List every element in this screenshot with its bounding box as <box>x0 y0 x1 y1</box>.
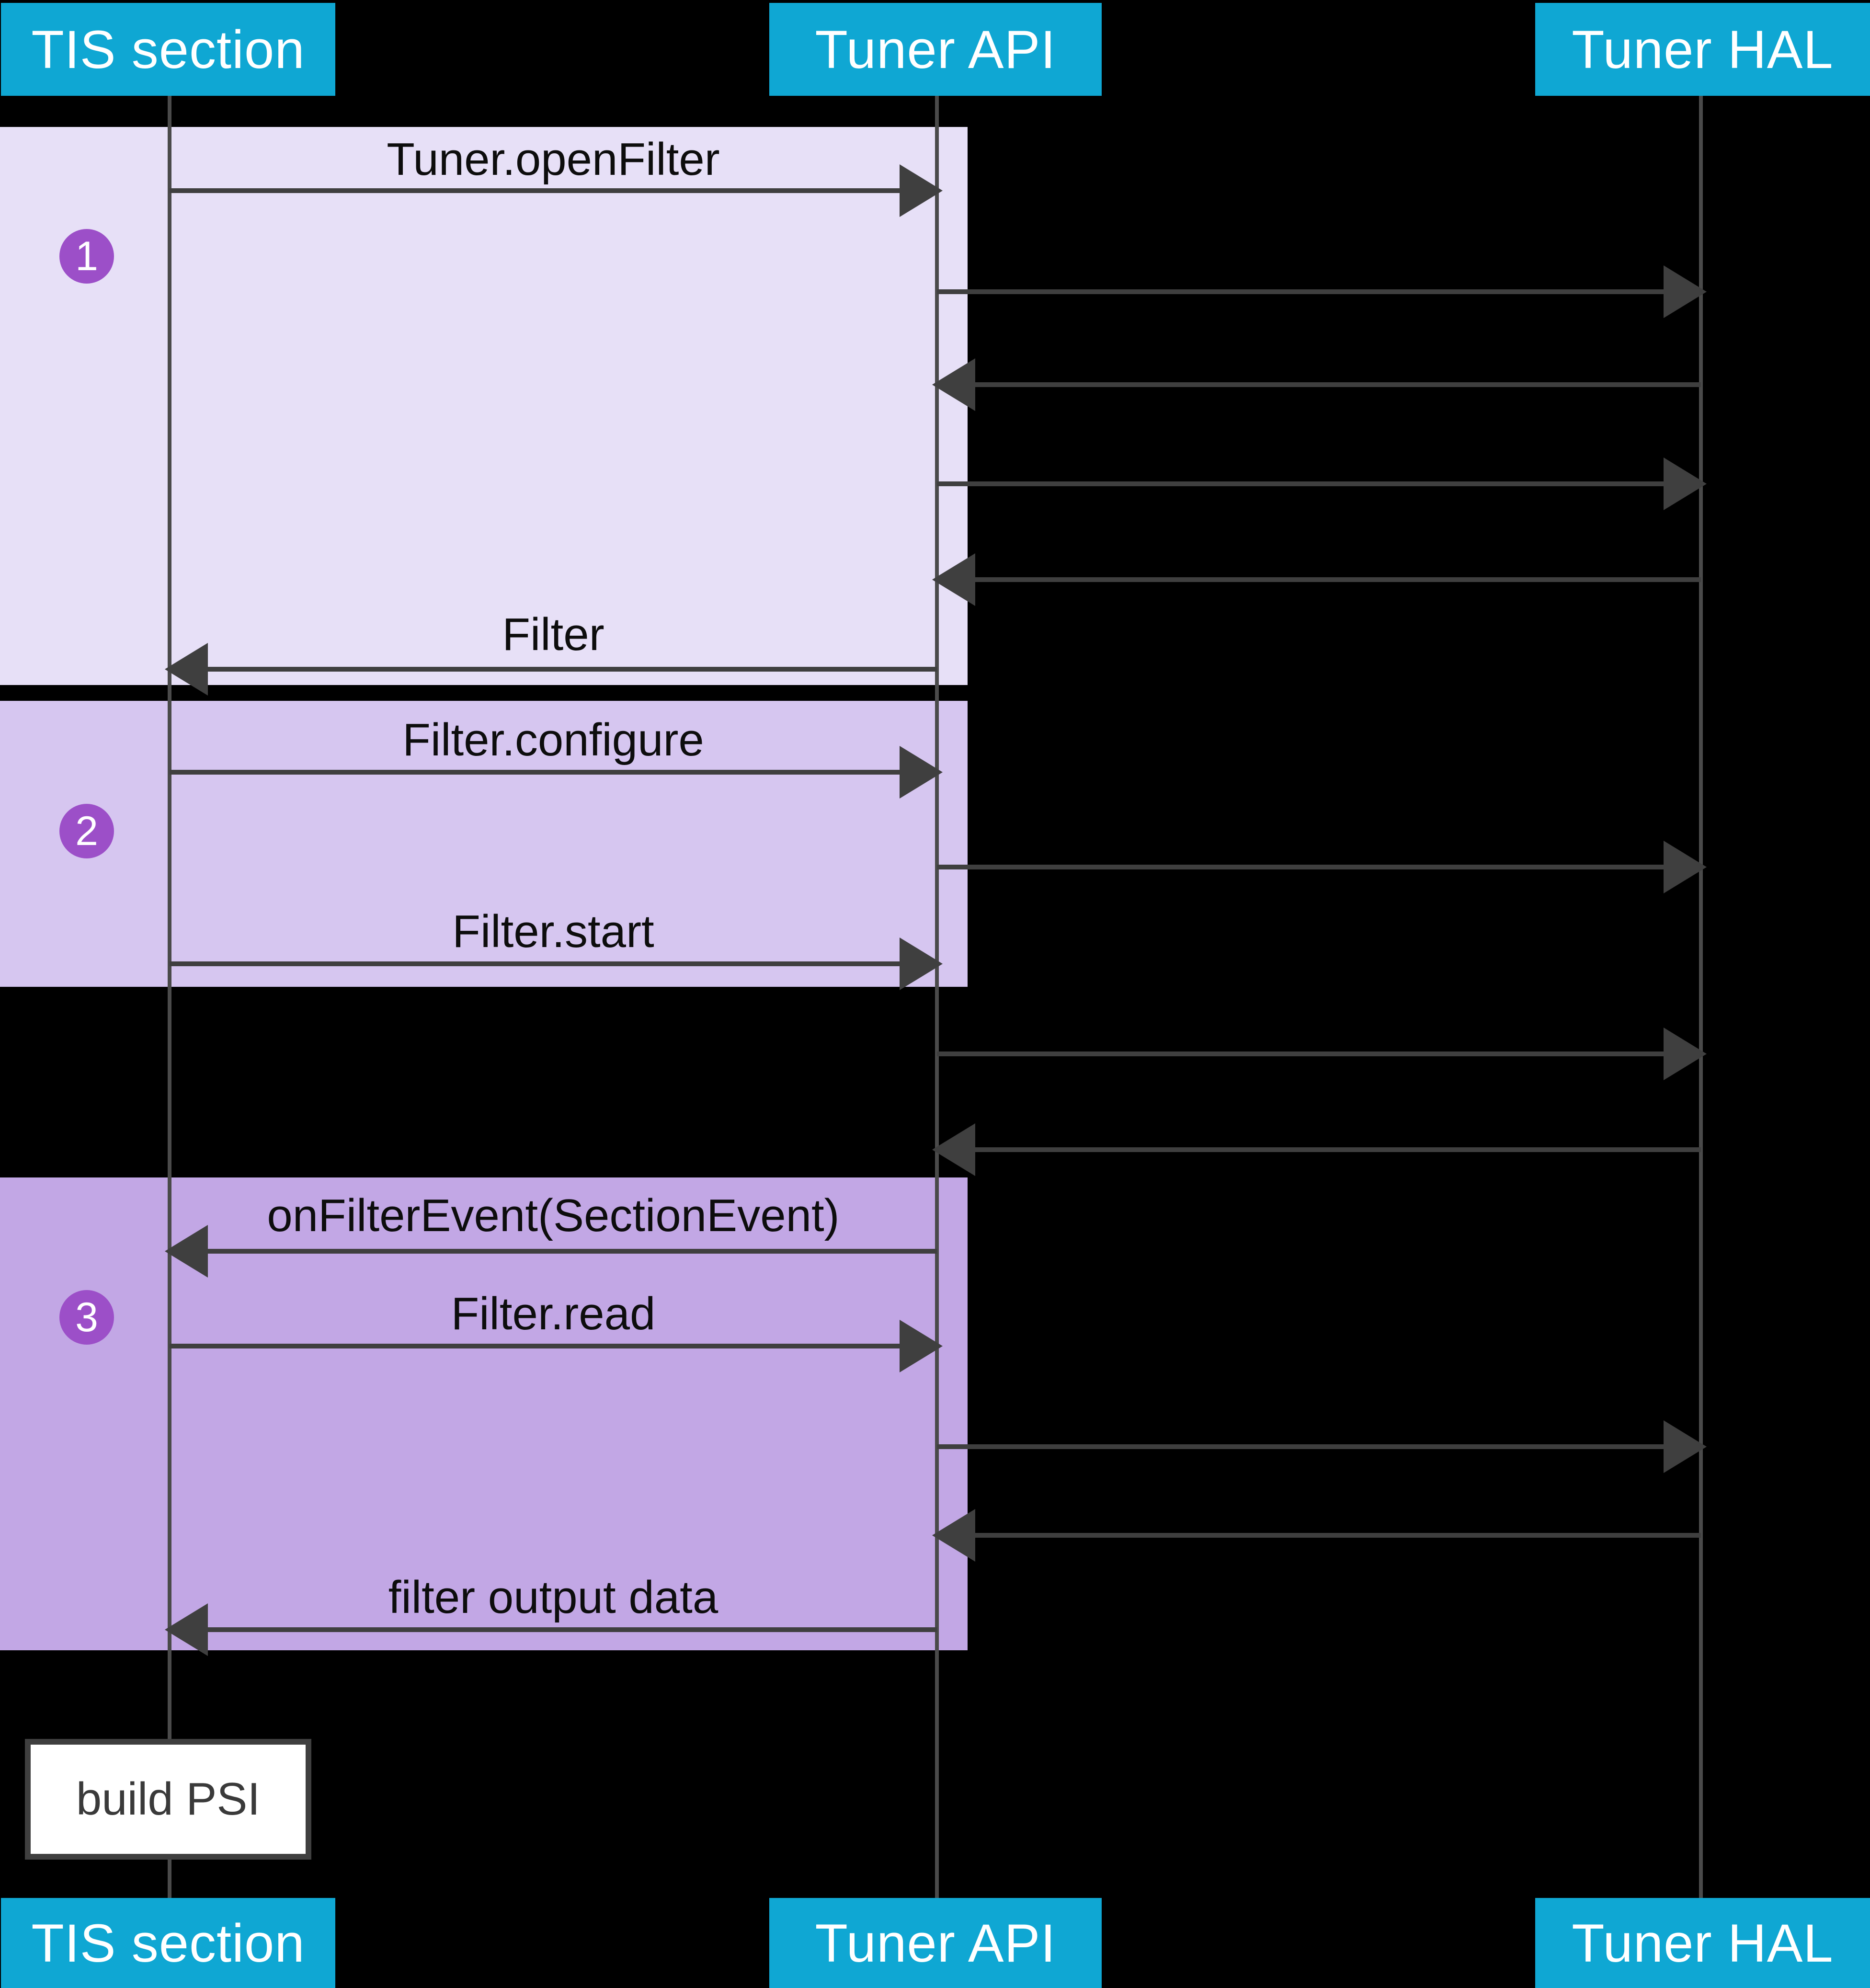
hal-message-4-arrow-line <box>970 577 1701 582</box>
hal-message-9-arrow-line <box>937 1051 1668 1056</box>
hal-message-14-arrow-line <box>970 1533 1701 1538</box>
filter-start-label: Filter.start <box>452 906 654 957</box>
hal-lifeline <box>1699 96 1703 1898</box>
top-header-label-hal: Tuner HAL <box>1572 19 1834 80</box>
hal-message-3-arrow-line <box>937 481 1668 486</box>
filter-configure-arrow-line <box>170 770 904 775</box>
onfilterevent-sectionevent--label: onFilterEvent(SectionEvent) <box>267 1190 840 1241</box>
filter-output-data-arrowhead <box>165 1603 208 1656</box>
hal-message-1-arrow-line <box>937 289 1668 294</box>
api-lifeline <box>935 96 939 1898</box>
bottom-header-api: Tuner API <box>769 1898 1102 1988</box>
hal-message-10-arrow-line <box>970 1147 1701 1152</box>
bottom-header-label-tis: TIS section <box>31 1913 305 1973</box>
step-2-band <box>0 701 968 987</box>
top-header-label-api: Tuner API <box>815 19 1056 80</box>
hal-message-13-arrowhead <box>1664 1420 1707 1473</box>
filter-arrowhead <box>165 643 208 696</box>
hal-message-13-arrow-line <box>937 1444 1668 1449</box>
filter-arrow-line <box>203 667 937 672</box>
top-header-label-tis: TIS section <box>31 19 305 80</box>
filter-output-data-label: filter output data <box>388 1572 718 1623</box>
filter-label: Filter <box>502 609 604 660</box>
filter-configure-arrowhead <box>900 746 943 799</box>
step-3-badge: 3 <box>59 1290 114 1345</box>
tuner-openfilter-arrow-line <box>170 188 904 193</box>
bottom-header-tis: TIS section <box>1 1898 335 1988</box>
top-header-hal: Tuner HAL <box>1535 3 1870 96</box>
onfilterevent-sectionevent--arrow-line <box>203 1249 937 1254</box>
top-header-tis: TIS section <box>1 3 335 96</box>
tis-lifeline <box>168 96 171 1898</box>
bottom-header-label-hal: Tuner HAL <box>1572 1913 1834 1973</box>
hal-message-3-arrowhead <box>1664 457 1707 510</box>
step-3-band <box>0 1177 968 1650</box>
note-build-psi: build PSI <box>25 1739 311 1860</box>
filter-read-arrowhead <box>900 1320 943 1372</box>
filter-start-arrow-line <box>170 961 904 966</box>
hal-message-1-arrowhead <box>1664 265 1707 318</box>
hal-message-2-arrowhead <box>932 358 975 411</box>
hal-message-9-arrowhead <box>1664 1028 1707 1080</box>
step-1-badge: 1 <box>59 229 114 284</box>
onfilterevent-sectionevent--arrowhead <box>165 1225 208 1278</box>
filter-read-label: Filter.read <box>451 1288 656 1339</box>
tuner-openfilter-label: Tuner.openFilter <box>387 134 720 185</box>
filter-configure-label: Filter.configure <box>402 714 704 765</box>
filter-start-arrowhead <box>900 937 943 990</box>
hal-message-7-arrow-line <box>937 865 1668 869</box>
filter-read-arrow-line <box>170 1344 904 1348</box>
step-1-band <box>0 127 968 685</box>
hal-message-7-arrowhead <box>1664 841 1707 893</box>
hal-message-10-arrowhead <box>932 1123 975 1176</box>
bottom-header-label-api: Tuner API <box>815 1913 1056 1973</box>
tuner-openfilter-arrowhead <box>900 164 943 217</box>
hal-message-4-arrowhead <box>932 553 975 606</box>
hal-message-2-arrow-line <box>970 382 1701 387</box>
top-header-api: Tuner API <box>769 3 1102 96</box>
step-2-badge: 2 <box>59 804 114 858</box>
bottom-header-hal: Tuner HAL <box>1535 1898 1870 1988</box>
filter-output-data-arrow-line <box>203 1627 937 1632</box>
hal-message-14-arrowhead <box>932 1509 975 1562</box>
note-label: build PSI <box>76 1773 261 1825</box>
